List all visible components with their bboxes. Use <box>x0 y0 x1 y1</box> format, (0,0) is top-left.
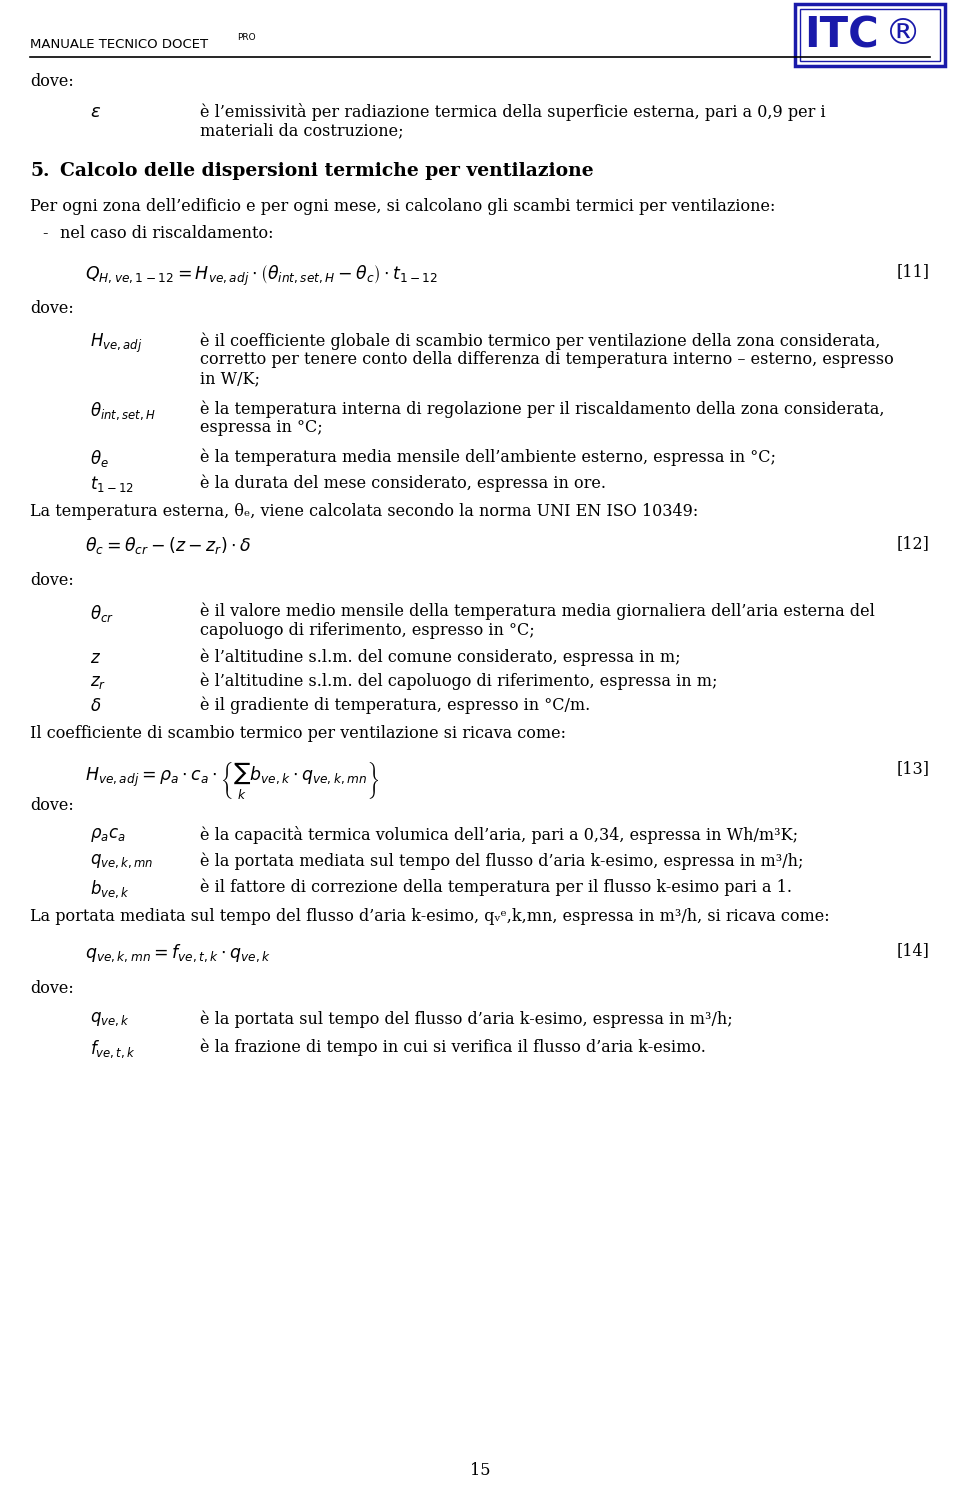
Text: $t_{1-12}$: $t_{1-12}$ <box>90 474 133 494</box>
Text: $q_{ve,k}$: $q_{ve,k}$ <box>90 1010 130 1028</box>
Text: $\theta_{int,set,H}$: $\theta_{int,set,H}$ <box>90 400 156 422</box>
Text: è l’emissività per radiazione termica della superficie esterna, pari a 0,9 per i: è l’emissività per radiazione termica de… <box>200 104 826 122</box>
Text: è la temperatura interna di regolazione per il riscaldamento della zona consider: è la temperatura interna di regolazione … <box>200 400 884 417</box>
Text: dove:: dove: <box>30 796 74 814</box>
Text: [14]: [14] <box>898 942 930 958</box>
Text: $\theta_{e}$: $\theta_{e}$ <box>90 448 108 470</box>
Text: Il coefficiente di scambio termico per ventilazione si ricava come:: Il coefficiente di scambio termico per v… <box>30 724 566 742</box>
Text: è l’altitudine s.l.m. del comune considerato, espressa in m;: è l’altitudine s.l.m. del comune conside… <box>200 650 681 666</box>
Text: MANUALE TECNICO DOCET: MANUALE TECNICO DOCET <box>30 38 208 51</box>
Text: [12]: [12] <box>898 536 930 552</box>
Text: ®: ® <box>885 16 921 51</box>
Text: PRO: PRO <box>237 33 255 42</box>
Text: è la durata del mese considerato, espressa in ore.: è la durata del mese considerato, espres… <box>200 474 606 492</box>
Text: 5.: 5. <box>30 162 50 180</box>
Text: $\varepsilon$: $\varepsilon$ <box>90 104 101 122</box>
Text: è la portata mediata sul tempo del flusso d’aria k-esimo, espressa in m³/h;: è la portata mediata sul tempo del fluss… <box>200 852 804 870</box>
Text: è la frazione di tempo in cui si verifica il flusso d’aria k-esimo.: è la frazione di tempo in cui si verific… <box>200 1038 706 1056</box>
Text: in W/K;: in W/K; <box>200 370 260 387</box>
Text: materiali da costruzione;: materiali da costruzione; <box>200 122 403 140</box>
Text: $f_{ve,t,k}$: $f_{ve,t,k}$ <box>90 1038 135 1059</box>
Text: è l’altitudine s.l.m. del capoluogo di riferimento, espressa in m;: è l’altitudine s.l.m. del capoluogo di r… <box>200 674 717 690</box>
Text: [11]: [11] <box>897 262 930 280</box>
Text: $z$: $z$ <box>90 650 101 668</box>
Text: Calcolo delle dispersioni termiche per ventilazione: Calcolo delle dispersioni termiche per v… <box>60 162 593 180</box>
Text: dove:: dove: <box>30 300 74 316</box>
Text: ITC: ITC <box>804 13 878 55</box>
Text: $H_{ve,adj} = \rho_{a}\cdot c_{a}\cdot\left\{\sum_{k} b_{ve,k}\cdot q_{ve,k,mn}\: $H_{ve,adj} = \rho_{a}\cdot c_{a}\cdot\l… <box>85 760 379 801</box>
Text: $z_{r}$: $z_{r}$ <box>90 674 107 692</box>
Text: è il coefficiente globale di scambio termico per ventilazione della zona conside: è il coefficiente globale di scambio ter… <box>200 332 880 350</box>
Text: $b_{ve,k}$: $b_{ve,k}$ <box>90 878 130 900</box>
Text: $q_{ve,k,mn}$: $q_{ve,k,mn}$ <box>90 852 154 870</box>
Text: è il valore medio mensile della temperatura media giornaliera dell’aria esterna : è il valore medio mensile della temperat… <box>200 603 875 621</box>
Text: $H_{ve,adj}$: $H_{ve,adj}$ <box>90 332 142 356</box>
Text: è la temperatura media mensile dell’ambiente esterno, espressa in °C;: è la temperatura media mensile dell’ambi… <box>200 448 776 465</box>
Text: nel caso di riscaldamento:: nel caso di riscaldamento: <box>60 225 274 242</box>
Bar <box>800 9 940 62</box>
Text: dove:: dove: <box>30 980 74 998</box>
Text: $\theta_{c} = \theta_{cr} - \left(z - z_{r}\right)\cdot\delta$: $\theta_{c} = \theta_{cr} - \left(z - z_… <box>85 536 251 556</box>
Text: è la portata sul tempo del flusso d’aria k-esimo, espressa in m³/h;: è la portata sul tempo del flusso d’aria… <box>200 1010 732 1028</box>
Text: La portata mediata sul tempo del flusso d’aria k-esimo, qᵥᵉ,k,mn, espressa in m³: La portata mediata sul tempo del flusso … <box>30 908 829 926</box>
Text: dove:: dove: <box>30 74 74 90</box>
Text: è il fattore di correzione della temperatura per il flusso k-esimo pari a 1.: è il fattore di correzione della tempera… <box>200 878 792 896</box>
Text: -: - <box>42 225 47 242</box>
Text: $\theta_{cr}$: $\theta_{cr}$ <box>90 603 114 624</box>
Text: [13]: [13] <box>897 760 930 777</box>
Text: 15: 15 <box>469 1462 491 1479</box>
Text: $\delta$: $\delta$ <box>90 698 102 715</box>
Text: corretto per tenere conto della differenza di temperatura interno – esterno, esp: corretto per tenere conto della differen… <box>200 351 894 368</box>
Text: $q_{ve,k,mn} = f_{ve,t,k}\cdot q_{ve,k}$: $q_{ve,k,mn} = f_{ve,t,k}\cdot q_{ve,k}$ <box>85 942 271 963</box>
Text: capoluogo di riferimento, espresso in °C;: capoluogo di riferimento, espresso in °C… <box>200 622 535 639</box>
Bar <box>795 4 945 66</box>
Text: La temperatura esterna, θₑ, viene calcolata secondo la norma UNI EN ISO 10349:: La temperatura esterna, θₑ, viene calcol… <box>30 503 698 520</box>
Text: espressa in °C;: espressa in °C; <box>200 419 323 436</box>
Text: è il gradiente di temperatura, espresso in °C/m.: è il gradiente di temperatura, espresso … <box>200 698 590 714</box>
Text: dove:: dove: <box>30 572 74 590</box>
Text: $Q_{H,ve,1-12} = H_{ve,adj}\cdot\left(\theta_{int,set,H}-\theta_{c}\right)\cdot : $Q_{H,ve,1-12} = H_{ve,adj}\cdot\left(\t… <box>85 262 438 288</box>
Text: è la capacità termica volumica dell’aria, pari a 0,34, espressa in Wh/m³K;: è la capacità termica volumica dell’aria… <box>200 827 798 844</box>
Text: Per ogni zona dell’edificio e per ogni mese, si calcolano gli scambi termici per: Per ogni zona dell’edificio e per ogni m… <box>30 198 776 214</box>
Text: $\rho_{a}c_{a}$: $\rho_{a}c_{a}$ <box>90 827 126 844</box>
